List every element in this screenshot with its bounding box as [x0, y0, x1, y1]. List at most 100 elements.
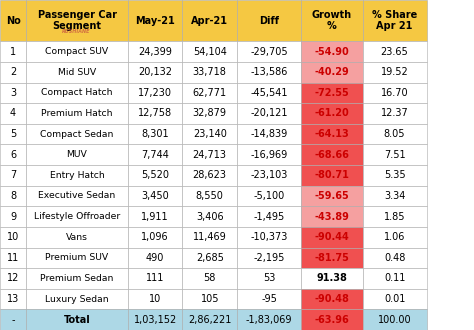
Bar — [237, 185, 301, 206]
Text: 23,140: 23,140 — [193, 129, 227, 139]
Bar — [0, 145, 26, 165]
Bar — [26, 41, 128, 62]
Bar — [301, 185, 363, 206]
Text: -1,83,069: -1,83,069 — [246, 315, 292, 325]
Bar — [363, 227, 427, 248]
Text: -59.65: -59.65 — [314, 191, 349, 201]
Bar — [363, 103, 427, 124]
Bar — [301, 227, 363, 248]
Bar — [182, 165, 237, 185]
Bar — [128, 289, 182, 310]
Bar — [26, 248, 128, 268]
Bar — [128, 268, 182, 289]
Bar — [301, 310, 363, 330]
Text: -23,103: -23,103 — [250, 170, 288, 180]
Text: 54,104: 54,104 — [193, 47, 227, 56]
Bar — [128, 310, 182, 330]
Text: Lifestyle Offroader: Lifestyle Offroader — [34, 212, 120, 221]
Bar — [301, 41, 363, 62]
Text: 1: 1 — [10, 47, 16, 56]
Bar — [182, 41, 237, 62]
Bar — [301, 206, 363, 227]
Bar — [0, 62, 26, 82]
Bar — [0, 185, 26, 206]
Bar — [0, 124, 26, 145]
Bar — [363, 165, 427, 185]
Text: -90.48: -90.48 — [314, 294, 349, 304]
Text: 1.85: 1.85 — [384, 212, 405, 221]
Text: 11: 11 — [7, 253, 19, 263]
Text: 11,469: 11,469 — [193, 232, 227, 242]
Text: 16.70: 16.70 — [381, 88, 409, 98]
Bar — [26, 165, 128, 185]
Bar — [128, 0, 182, 41]
Bar — [128, 41, 182, 62]
Text: -2,195: -2,195 — [253, 253, 285, 263]
Bar — [301, 82, 363, 103]
Bar — [237, 268, 301, 289]
Text: 12.37: 12.37 — [381, 109, 409, 118]
Text: Compact Sedan: Compact Sedan — [40, 130, 114, 139]
Bar — [363, 41, 427, 62]
Bar — [0, 268, 26, 289]
Bar — [363, 124, 427, 145]
Text: Premium Hatch: Premium Hatch — [41, 109, 113, 118]
Bar — [0, 165, 26, 185]
Text: Executive Sedan: Executive Sedan — [38, 191, 116, 200]
Text: Growth
%: Growth % — [312, 10, 352, 31]
Bar — [301, 62, 363, 82]
Text: Compact Hatch: Compact Hatch — [41, 88, 113, 97]
Bar — [182, 206, 237, 227]
Bar — [182, 82, 237, 103]
Text: 1,096: 1,096 — [141, 232, 169, 242]
Bar — [182, 248, 237, 268]
Bar — [363, 62, 427, 82]
Bar — [301, 145, 363, 165]
Text: 28,623: 28,623 — [193, 170, 227, 180]
Text: -90.44: -90.44 — [314, 232, 349, 242]
Bar — [182, 185, 237, 206]
Text: -10,373: -10,373 — [250, 232, 288, 242]
Bar — [182, 0, 237, 41]
Text: 100.00: 100.00 — [378, 315, 411, 325]
Bar — [237, 248, 301, 268]
Bar — [237, 165, 301, 185]
Bar — [182, 103, 237, 124]
Text: 12: 12 — [7, 274, 19, 283]
Bar — [301, 124, 363, 145]
Text: 3.34: 3.34 — [384, 191, 405, 201]
Bar — [26, 62, 128, 82]
Bar — [128, 227, 182, 248]
Bar — [0, 103, 26, 124]
Text: 19.52: 19.52 — [381, 67, 409, 77]
Text: -43.89: -43.89 — [314, 212, 349, 221]
Bar — [237, 206, 301, 227]
Text: 7,744: 7,744 — [141, 150, 169, 160]
Text: -80.71: -80.71 — [314, 170, 349, 180]
Text: -5,100: -5,100 — [254, 191, 284, 201]
Text: 10: 10 — [7, 232, 19, 242]
Bar — [237, 310, 301, 330]
Bar — [128, 82, 182, 103]
Bar — [301, 248, 363, 268]
Bar — [128, 248, 182, 268]
Text: Luxury Sedan: Luxury Sedan — [45, 295, 109, 304]
Bar — [26, 227, 128, 248]
Text: Total: Total — [64, 315, 91, 325]
Bar — [0, 289, 26, 310]
Bar — [237, 124, 301, 145]
Bar — [0, 41, 26, 62]
Bar — [237, 41, 301, 62]
Bar — [26, 185, 128, 206]
Bar — [363, 206, 427, 227]
Text: 8,301: 8,301 — [141, 129, 169, 139]
Text: % Share
Apr 21: % Share Apr 21 — [372, 10, 417, 31]
Bar — [237, 82, 301, 103]
Bar — [301, 268, 363, 289]
Text: 2,685: 2,685 — [196, 253, 224, 263]
Bar — [0, 82, 26, 103]
Text: 58: 58 — [203, 274, 216, 283]
Text: -81.75: -81.75 — [314, 253, 349, 263]
Bar — [182, 310, 237, 330]
Text: 91.38: 91.38 — [316, 274, 347, 283]
